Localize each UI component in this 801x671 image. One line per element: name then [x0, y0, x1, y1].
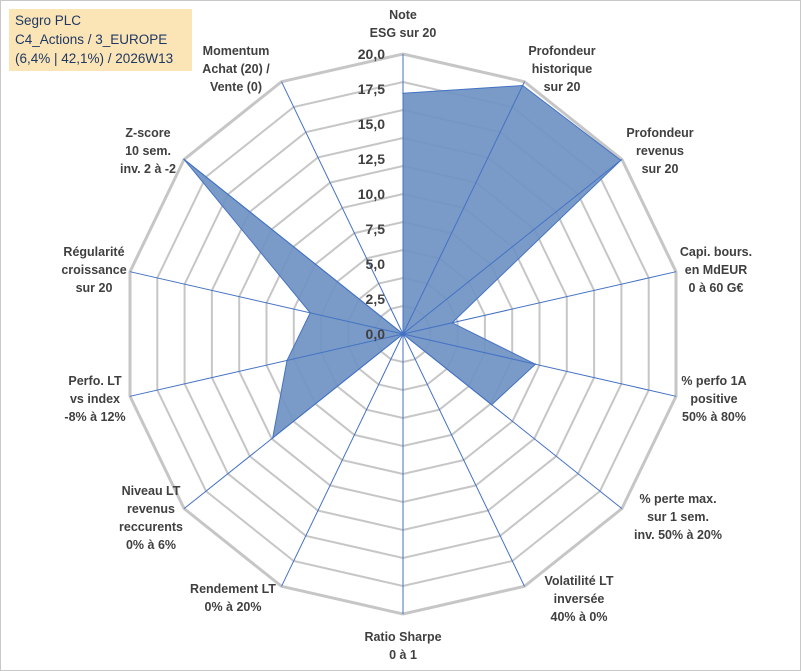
axis-label-line: Note [389, 8, 417, 22]
title-stats: (6,4% | 42,1%) / 2026W13 [15, 51, 174, 66]
axis-label-line: 10 sem. [125, 144, 171, 158]
axis-label-line: inversée [554, 592, 605, 606]
axis-spoke [402, 333, 677, 397]
axis-label: Momentum Achat (20) / Vente (0) [202, 44, 270, 94]
axis-labels: Note ESG sur 20 Profondeur historique sur 20… [61, 8, 752, 662]
axis-spoke [183, 333, 404, 509]
radial-tick-labels: 0,0 2,5 5,0 7,5 10,0 12,5 15,0 17,5 20,0 [358, 46, 385, 342]
axis-spoke [402, 271, 677, 335]
axis-label-line: Niveau LT [122, 484, 181, 498]
axis-label-line: Profondeur [528, 44, 595, 58]
tick-label: 0,0 [366, 326, 386, 342]
axis-label-line: 0 à 60 G€ [689, 281, 744, 295]
axis-spoke [129, 333, 404, 397]
axis-label: Rendement LT 0% à 20% [190, 582, 276, 614]
axis-label-line: % perte max. [639, 492, 716, 506]
title-company: Segro PLC [15, 13, 82, 28]
axis-label-line: 50% à 80% [682, 410, 746, 424]
axis-label-line: Perfo. LT [68, 374, 122, 388]
axis-label-line: sur 20 [642, 162, 679, 176]
axis-label-line: positive [690, 392, 737, 406]
axis-label-line: 0% à 6% [126, 538, 176, 552]
axis-label: % perfo 1A positive 50% à 80% [681, 374, 746, 424]
tick-label: 12,5 [358, 151, 385, 167]
axis-label-line: -8% à 12% [64, 410, 125, 424]
axis-label: Z-score 10 sem. inv. 2 à -2 [120, 126, 176, 176]
axis-label: Perfo. LT vs index -8% à 12% [64, 374, 125, 424]
title-category: C4_Actions / 3_EUROPE [15, 32, 168, 47]
axis-label: Ratio Sharpe 0 à 1 [364, 630, 441, 662]
axis-label-line: inv. 50% à 20% [634, 528, 722, 542]
axis-label-line: sur 1 sem. [647, 510, 709, 524]
axis-label-line: historique [532, 62, 592, 76]
radar-spokes [129, 54, 677, 614]
axis-label-line: Profondeur [626, 126, 693, 140]
axis-label: Note ESG sur 20 [370, 8, 437, 40]
axis-label-line: sur 20 [544, 80, 581, 94]
axis-label-line: Z-score [125, 126, 170, 140]
axis-label: Volatilité LT inversée 40% à 0% [545, 574, 614, 624]
tick-label: 5,0 [366, 256, 386, 272]
axis-label-line: reccurents [119, 520, 183, 534]
axis-label-line: Rendement LT [190, 582, 276, 596]
tick-label: 7,5 [366, 221, 386, 237]
axis-label-line: 0% à 20% [205, 600, 262, 614]
axis-label: % perte max. sur 1 sem. inv. 50% à 20% [634, 492, 722, 542]
axis-label: Niveau LT revenus reccurents 0% à 6% [119, 484, 183, 552]
tick-label: 15,0 [358, 116, 385, 132]
axis-label-line: revenus [127, 502, 175, 516]
axis-spoke [183, 159, 404, 335]
axis-spoke [281, 81, 404, 335]
axis-label-line: sur 20 [76, 281, 113, 295]
axis-label-line: croissance [61, 263, 126, 277]
axis-spoke [402, 159, 623, 335]
axis-label-line: Vente (0) [210, 80, 262, 94]
axis-label: Profondeur revenus sur 20 [626, 126, 693, 176]
axis-label-line: 0 à 1 [389, 648, 417, 662]
axis-spoke [281, 333, 404, 587]
axis-label-line: vs index [70, 392, 120, 406]
tick-label: 2,5 [366, 291, 386, 307]
axis-spoke [402, 333, 623, 509]
axis-label-line: Capi. bours. [680, 245, 752, 259]
axis-label-line: Ratio Sharpe [364, 630, 441, 644]
axis-label: Capi. bours. en MdEUR 0 à 60 G€ [680, 245, 752, 295]
axis-label-line: ESG sur 20 [370, 26, 437, 40]
axis-label-line: % perfo 1A [681, 374, 746, 388]
axis-label-line: Volatilité LT [545, 574, 614, 588]
tick-label: 10,0 [358, 186, 385, 202]
axis-spoke [402, 333, 525, 587]
axis-label-line: 40% à 0% [551, 610, 608, 624]
axis-label-line: Momentum [203, 44, 270, 58]
axis-label-line: inv. 2 à -2 [120, 162, 176, 176]
axis-spoke [402, 81, 525, 335]
chart-title-box: Segro PLC C4_Actions / 3_EUROPE (6,4% | … [9, 9, 192, 71]
axis-label-line: en MdEUR [685, 263, 748, 277]
axis-spoke [129, 271, 404, 335]
tick-label: 20,0 [358, 46, 385, 62]
axis-label: Profondeur historique sur 20 [528, 44, 595, 94]
axis-label-line: Régularité [63, 245, 124, 259]
tick-label: 17,5 [358, 81, 385, 97]
axis-label: Régularité croissance sur 20 [61, 245, 126, 295]
axis-label-line: Achat (20) / [202, 62, 270, 76]
axis-label-line: revenus [636, 144, 684, 158]
